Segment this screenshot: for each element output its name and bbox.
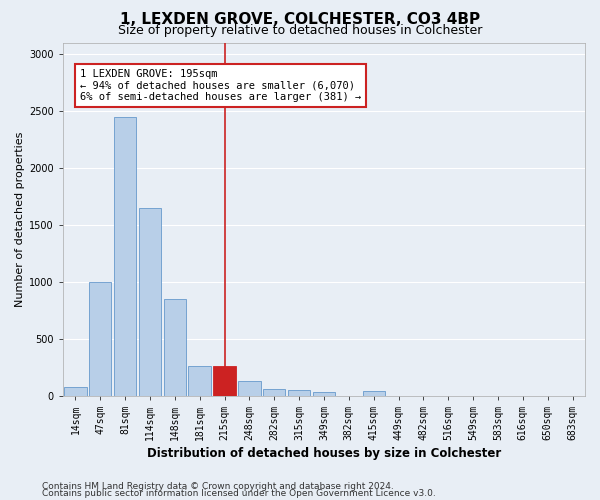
Y-axis label: Number of detached properties: Number of detached properties	[15, 132, 25, 307]
Bar	[139, 208, 161, 396]
Bar	[164, 299, 186, 396]
Text: 1 LEXDEN GROVE: 195sqm
← 94% of detached houses are smaller (6,070)
6% of semi-d: 1 LEXDEN GROVE: 195sqm ← 94% of detached…	[80, 68, 361, 102]
Bar	[89, 282, 112, 396]
Text: 1, LEXDEN GROVE, COLCHESTER, CO3 4BP: 1, LEXDEN GROVE, COLCHESTER, CO3 4BP	[120, 12, 480, 28]
Bar	[188, 366, 211, 396]
X-axis label: Distribution of detached houses by size in Colchester: Distribution of detached houses by size …	[147, 447, 501, 460]
Text: Size of property relative to detached houses in Colchester: Size of property relative to detached ho…	[118, 24, 482, 37]
Bar	[313, 392, 335, 396]
Text: Contains public sector information licensed under the Open Government Licence v3: Contains public sector information licen…	[42, 489, 436, 498]
Bar	[238, 381, 260, 396]
Bar	[64, 387, 86, 396]
Bar	[263, 389, 286, 396]
Bar	[362, 391, 385, 396]
Bar	[288, 390, 310, 396]
Text: Contains HM Land Registry data © Crown copyright and database right 2024.: Contains HM Land Registry data © Crown c…	[42, 482, 394, 491]
Bar	[214, 366, 236, 396]
Bar	[114, 116, 136, 396]
